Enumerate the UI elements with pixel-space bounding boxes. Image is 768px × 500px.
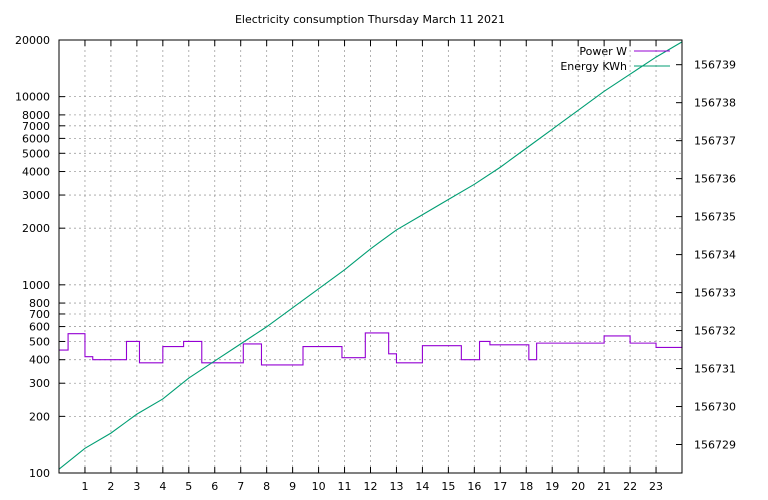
y-left-tick-label: 300 (29, 377, 50, 390)
y-left-tick-label: 1000 (22, 279, 50, 292)
x-tick-label: 10 (312, 480, 326, 493)
y-left-tick-label: 2000 (22, 222, 50, 235)
x-tick-label: 13 (389, 480, 403, 493)
x-tick-label: 20 (571, 480, 585, 493)
y-right-tick-label: 156733 (694, 287, 736, 300)
series-line-power-w (59, 332, 683, 366)
x-tick-label: 19 (545, 480, 559, 493)
y-right-tick-label: 156734 (694, 249, 736, 262)
x-tick-label: 7 (237, 480, 244, 493)
y-left-tick-label: 5000 (22, 147, 50, 160)
y-left-tick-label: 7000 (22, 120, 50, 133)
y-left-tick-label: 200 (29, 410, 50, 423)
chart-title: Electricity consumption Thursday March 1… (235, 13, 505, 26)
y-right-tick-label: 156732 (694, 325, 736, 338)
x-tick-label: 23 (649, 480, 663, 493)
x-tick-label: 11 (338, 480, 352, 493)
y-left-tick-label: 100 (29, 467, 50, 480)
x-tick-label: 14 (415, 480, 429, 493)
x-tick-label: 5 (185, 480, 192, 493)
y-left-tick-label: 500 (29, 335, 50, 348)
x-tick-label: 9 (289, 480, 296, 493)
legend-label: Power W (579, 45, 627, 58)
series-line-energy-kwh (58, 41, 683, 470)
x-tick-label: 12 (364, 480, 378, 493)
legend-label: Energy KWh (560, 60, 627, 73)
y-left-tick-label: 8000 (22, 109, 50, 122)
y-left-tick-label: 10000 (15, 91, 50, 104)
x-tick-label: 17 (493, 480, 507, 493)
x-tick-label: 3 (133, 480, 140, 493)
x-tick-label: 1 (81, 480, 88, 493)
ticks-layer: 1 2 3 4 5 6 7 8 9 10 11 12 13 14 15 16 17 18 19 20 21 22 23100… (15, 34, 736, 493)
y-right-tick-label: 156737 (694, 135, 736, 148)
y-left-tick-label: 600 (29, 321, 50, 334)
y-left-tick-label: 4000 (22, 166, 50, 179)
y-left-tick-label: 700 (29, 308, 50, 321)
y-left-tick-label: 800 (29, 297, 50, 310)
x-tick-label: 8 (263, 480, 270, 493)
grid-layer (59, 40, 682, 473)
legend: Power W Energy KWh (560, 45, 670, 73)
y-left-tick-label: 400 (29, 354, 50, 367)
x-tick-label: 2 (107, 480, 114, 493)
y-right-tick-label: 156738 (694, 97, 736, 110)
x-tick-label: 15 (441, 480, 455, 493)
x-tick-label: 16 (467, 480, 481, 493)
y-right-tick-label: 156729 (694, 439, 736, 452)
x-tick-label: 6 (211, 480, 218, 493)
x-tick-label: 22 (623, 480, 637, 493)
x-tick-label: 18 (519, 480, 533, 493)
y-left-tick-label: 6000 (22, 132, 50, 145)
y-left-tick-label: 3000 (22, 189, 50, 202)
y-right-tick-label: 156735 (694, 211, 736, 224)
y-right-tick-label: 156736 (694, 173, 736, 186)
y-right-tick-label: 156731 (694, 363, 736, 376)
y-right-tick-label: 156730 (694, 401, 736, 414)
y-right-tick-label: 156739 (694, 59, 736, 72)
y-left-tick-label: 20000 (15, 34, 50, 47)
x-tick-label: 4 (159, 480, 166, 493)
x-tick-label: 21 (597, 480, 611, 493)
series-layer (58, 41, 683, 470)
